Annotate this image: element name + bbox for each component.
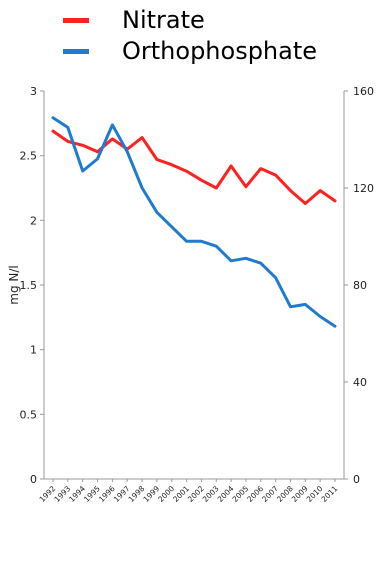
axes: 00.511.522.53040801201601992199319941995…: [7, 85, 374, 504]
y-tick-label-left: 2: [30, 214, 37, 227]
y-tick-label-right: 40: [353, 376, 367, 389]
y-tick-label-left: 0.5: [20, 408, 38, 421]
y-tick-label-right: 120: [353, 182, 374, 195]
legend-swatch-nitrate: [63, 18, 89, 23]
y-tick-label-left: 3: [30, 85, 37, 98]
x-tick-label: 2011: [320, 484, 340, 504]
legend-label-nitrate: Nitrate: [122, 6, 205, 34]
y-tick-label-right: 80: [353, 279, 367, 292]
y-tick-label-right: 0: [353, 473, 360, 486]
y-tick-label-right: 160: [353, 85, 374, 98]
series-layer: [51, 116, 337, 328]
series-line-nitrate: [51, 129, 337, 205]
legend-swatch-orthophosphate: [63, 49, 89, 54]
y-tick-label-left: 1.5: [20, 279, 38, 292]
series-line-orthophosphate: [51, 116, 337, 328]
y-tick-label-left: 2.5: [20, 150, 38, 163]
legend: Nitrate Orthophosphate: [63, 6, 317, 65]
y-tick-label-left: 1: [30, 344, 37, 357]
y-axis-label-left: mg N/l: [7, 265, 21, 304]
y-tick-label-left: 0: [30, 473, 37, 486]
legend-label-orthophosphate: Orthophosphate: [122, 37, 317, 65]
